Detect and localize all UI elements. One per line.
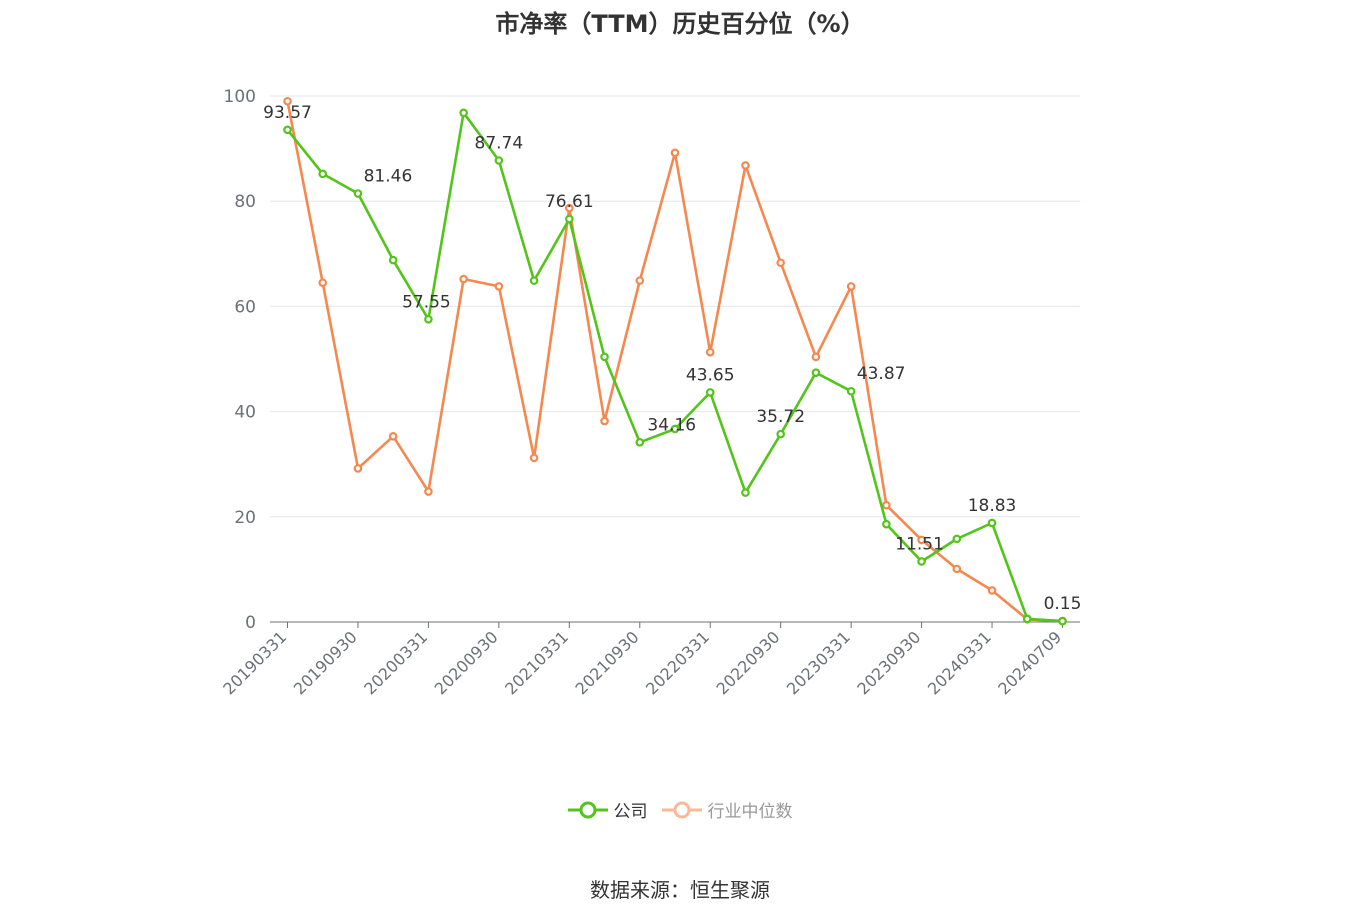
data-point-company bbox=[952, 534, 962, 544]
y-tick-label: 40 bbox=[234, 403, 256, 423]
data-point-industry bbox=[882, 500, 891, 510]
series-layer bbox=[283, 96, 1067, 626]
data-point-company bbox=[565, 214, 574, 224]
data-point-company bbox=[353, 189, 363, 198]
data-label: 57.55 bbox=[402, 292, 451, 312]
x-tick-label: 20240709 bbox=[994, 627, 1065, 698]
x-tick-label: 20190331 bbox=[219, 627, 290, 698]
data-point-company bbox=[776, 429, 785, 439]
data-point-company bbox=[846, 386, 856, 396]
data-point-industry bbox=[388, 432, 398, 441]
data-point-industry bbox=[459, 274, 468, 284]
x-tick-label: 20210331 bbox=[501, 627, 572, 698]
data-point-company bbox=[987, 518, 997, 528]
data-point-company bbox=[670, 424, 680, 434]
x-tick-label: 20190930 bbox=[290, 627, 361, 698]
data-label: 34.16 bbox=[647, 415, 696, 435]
data-point-company bbox=[635, 438, 645, 447]
data-point-company bbox=[529, 276, 539, 285]
data-point-company bbox=[600, 352, 609, 362]
data-label: 93.57 bbox=[263, 103, 312, 123]
data-point-industry bbox=[635, 276, 645, 285]
legend-company-swatch-icon bbox=[567, 801, 608, 818]
data-point-industry bbox=[811, 352, 821, 362]
x-tick-label: 20240331 bbox=[924, 627, 995, 698]
x-tick-label: 20220930 bbox=[712, 627, 783, 698]
data-point-industry bbox=[424, 487, 433, 496]
data-point-company bbox=[1058, 616, 1067, 626]
data-source-note: 数据来源：恒生聚源 bbox=[590, 878, 770, 902]
data-point-industry bbox=[565, 203, 574, 213]
data-point-company bbox=[459, 108, 468, 118]
data-point-company bbox=[741, 488, 750, 497]
data-label: 87.74 bbox=[475, 133, 524, 153]
data-label: 43.87 bbox=[857, 364, 906, 384]
x-tick-label: 20230930 bbox=[853, 627, 924, 698]
y-tick-label: 60 bbox=[234, 297, 256, 317]
data-point-industry bbox=[952, 564, 962, 574]
data-label-layer: 93.57 81.46 57.55 87.74 76.61 34.16 43.65 35.72… bbox=[263, 103, 1081, 614]
data-point-company bbox=[811, 368, 821, 377]
data-point-company bbox=[318, 169, 328, 179]
data-point-company bbox=[494, 156, 504, 165]
chart-title: 市净率（TTM）历史百分位（%） bbox=[495, 10, 865, 38]
data-label: 11.51 bbox=[895, 534, 944, 554]
data-point-industry bbox=[529, 453, 539, 463]
data-point-company bbox=[1022, 614, 1032, 624]
data-label: 81.46 bbox=[364, 167, 413, 187]
x-tick-label: 20200331 bbox=[360, 627, 431, 698]
y-tick-label: 80 bbox=[234, 192, 256, 212]
data-label: 0.15 bbox=[1044, 594, 1082, 614]
data-point-industry bbox=[283, 96, 292, 106]
data-point-company bbox=[283, 125, 292, 135]
y-tick-label: 0 bbox=[245, 613, 256, 633]
data-point-industry bbox=[917, 535, 926, 545]
legend-company-label: 公司 bbox=[613, 802, 648, 822]
x-tick-label: 20210930 bbox=[572, 627, 643, 698]
data-point-industry bbox=[670, 148, 680, 158]
data-point-industry bbox=[776, 258, 785, 268]
y-tick-label: 100 bbox=[224, 87, 256, 107]
data-point-company bbox=[424, 314, 433, 324]
line-chart: 0 20 40 60 80 100 20190331 20190930 20200331 2020… bbox=[219, 87, 1081, 698]
data-point-industry bbox=[353, 464, 363, 473]
data-point-industry bbox=[318, 278, 328, 288]
data-label: 35.72 bbox=[756, 407, 805, 427]
series-line-company bbox=[286, 111, 1063, 623]
legend-industry-swatch-icon bbox=[661, 801, 702, 818]
data-point-company bbox=[705, 388, 715, 397]
chart-legend: 公司 行业中位数 bbox=[0, 797, 1360, 822]
y-tick-label: 20 bbox=[234, 508, 256, 528]
data-label: 43.65 bbox=[686, 365, 735, 385]
data-label: 18.83 bbox=[968, 496, 1017, 516]
data-point-company bbox=[388, 255, 398, 265]
x-tick-label: 20220331 bbox=[642, 627, 713, 698]
x-tick-label: 20200930 bbox=[431, 627, 502, 698]
grid-layer bbox=[270, 95, 1080, 518]
legend-item-industry[interactable]: 行业中位数 bbox=[661, 797, 793, 822]
legend-item-company[interactable]: 公司 bbox=[567, 797, 648, 822]
data-point-industry bbox=[846, 282, 856, 291]
legend-industry-label: 行业中位数 bbox=[707, 802, 793, 822]
x-tick-label: 20230331 bbox=[783, 627, 854, 698]
data-point-industry bbox=[987, 586, 997, 595]
axis-layer: 0 20 40 60 80 100 20190331 20190930 20200331 2020… bbox=[219, 87, 1080, 698]
data-point-company bbox=[917, 557, 926, 566]
data-point-industry bbox=[705, 347, 715, 357]
data-point-industry bbox=[741, 161, 750, 170]
data-label: 76.61 bbox=[545, 192, 594, 212]
data-point-industry bbox=[600, 416, 609, 426]
data-point-company bbox=[882, 519, 891, 529]
data-point-industry bbox=[494, 282, 504, 291]
